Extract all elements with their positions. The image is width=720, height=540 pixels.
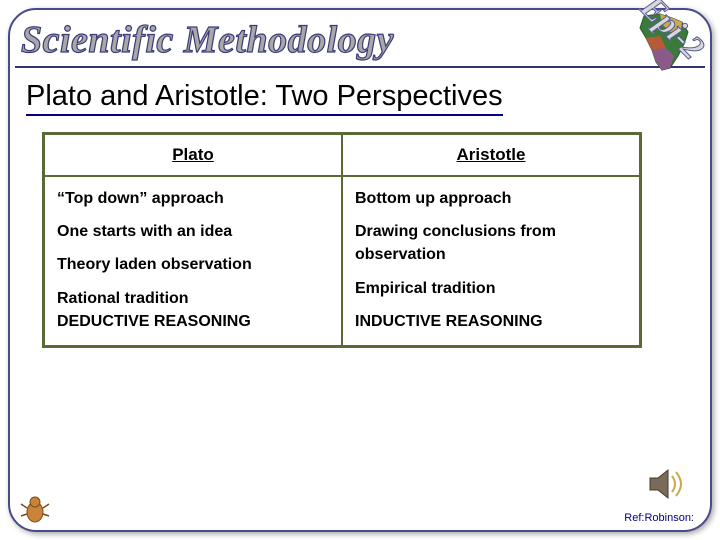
cell-line: INDUCTIVE REASONING [355,310,627,333]
speaker-icon[interactable] [646,466,686,502]
cell-line: One starts with an idea [57,220,329,243]
cell-line: Rational tradition DEDUCTIVE REASONING [57,287,329,333]
col-header-aristotle: Aristotle [342,134,641,177]
table-row: “Top down” approach One starts with an i… [44,176,641,346]
header-strip: Scientific Methodology [15,14,705,68]
col-header-plato: Plato [44,134,343,177]
table-header-row: Plato Aristotle [44,134,641,177]
cell-line: Drawing conclusions from observation [355,220,627,266]
cell-line: Bottom up approach [355,187,627,210]
content-area: Plato and Aristotle: Two Perspectives Pl… [28,80,692,348]
bug-icon [20,494,50,524]
cell-line: Empirical tradition [355,277,627,300]
aristotle-cell: Bottom up approach Drawing conclusions f… [342,176,641,346]
cell-text: DEDUCTIVE REASONING [57,313,251,330]
slide-title: Scientific Methodology [21,18,394,62]
cell-text: Rational tradition [57,290,189,307]
plato-cell: “Top down” approach One starts with an i… [44,176,343,346]
subtitle: Plato and Aristotle: Two Perspectives [26,80,503,116]
reference-text: Ref:Robinson: [624,512,694,524]
comparison-table: Plato Aristotle “Top down” approach One … [42,132,642,348]
cell-line: Theory laden observation [57,253,329,276]
cell-line: “Top down” approach [57,187,329,210]
